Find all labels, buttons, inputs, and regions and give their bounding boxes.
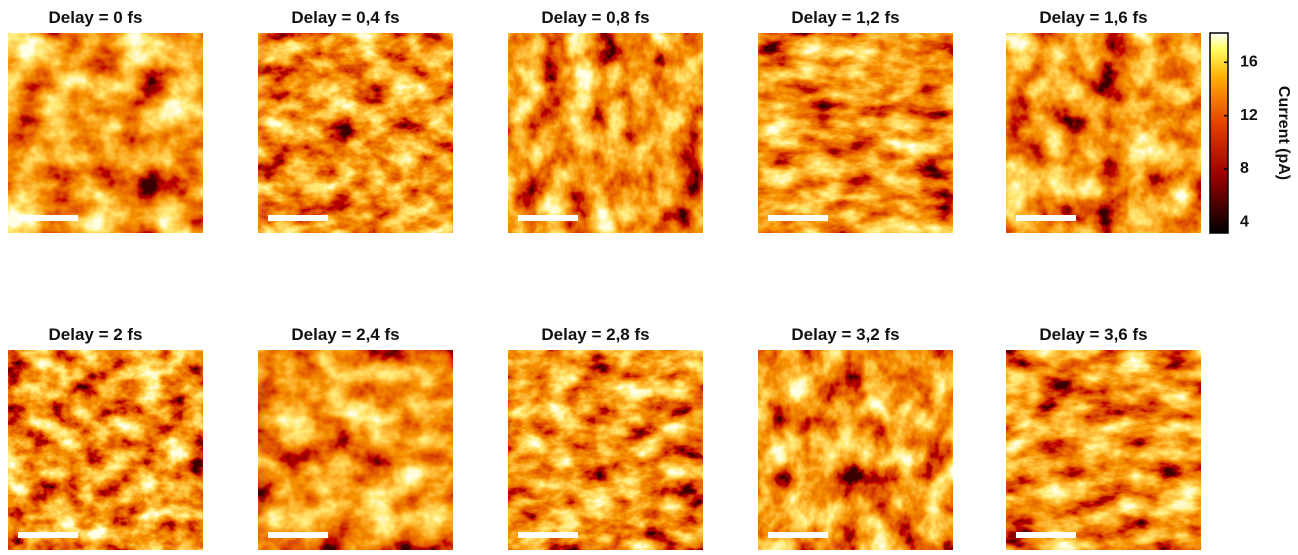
panel-title: Delay = 2,8 fs <box>541 325 649 344</box>
scale-bar <box>1016 215 1076 221</box>
colorbar-tick-label: 16 <box>1240 54 1258 71</box>
stm-image <box>757 32 954 234</box>
panel-title: Delay = 3,6 fs <box>1039 325 1147 344</box>
panel-title: Delay = 0,4 fs <box>291 8 399 27</box>
scale-bar <box>18 215 78 221</box>
scale-bar <box>18 532 78 538</box>
stm-image <box>507 349 704 551</box>
panel-title: Delay = 0 fs <box>48 8 142 27</box>
colorbar-tick-label: 12 <box>1240 107 1258 124</box>
scale-bar <box>518 532 578 538</box>
stm-image <box>507 32 704 234</box>
scale-bar <box>1016 532 1076 538</box>
panels: Delay = 0 fs Delay = 0,4 fs Delay = 0,8 fs… <box>7 8 1202 551</box>
panel-title: Delay = 0,8 fs <box>541 8 649 27</box>
colorbar <box>1209 32 1229 234</box>
stm-image <box>7 349 204 551</box>
scale-bar <box>768 215 828 221</box>
panel-title: Delay = 2,4 fs <box>291 325 399 344</box>
stm-image <box>257 32 454 234</box>
scale-bar <box>268 215 328 221</box>
colorbar-tick-label: 4 <box>1240 214 1249 231</box>
stm-image <box>1005 349 1202 551</box>
stm-image <box>7 32 204 234</box>
scale-bar <box>268 532 328 538</box>
stm-image <box>757 349 954 551</box>
stm-image <box>257 349 454 551</box>
scale-bar <box>768 532 828 538</box>
colorbar-tick-label: 8 <box>1240 160 1249 177</box>
panel-title: Delay = 1,2 fs <box>791 8 899 27</box>
panel-title: Delay = 2 fs <box>48 325 142 344</box>
stm-image <box>1005 32 1202 234</box>
panel-title: Delay = 1,6 fs <box>1039 8 1147 27</box>
scale-bar <box>518 215 578 221</box>
panel-title: Delay = 3,2 fs <box>791 325 899 344</box>
colorbar-label: Current (pA) <box>1275 86 1292 180</box>
